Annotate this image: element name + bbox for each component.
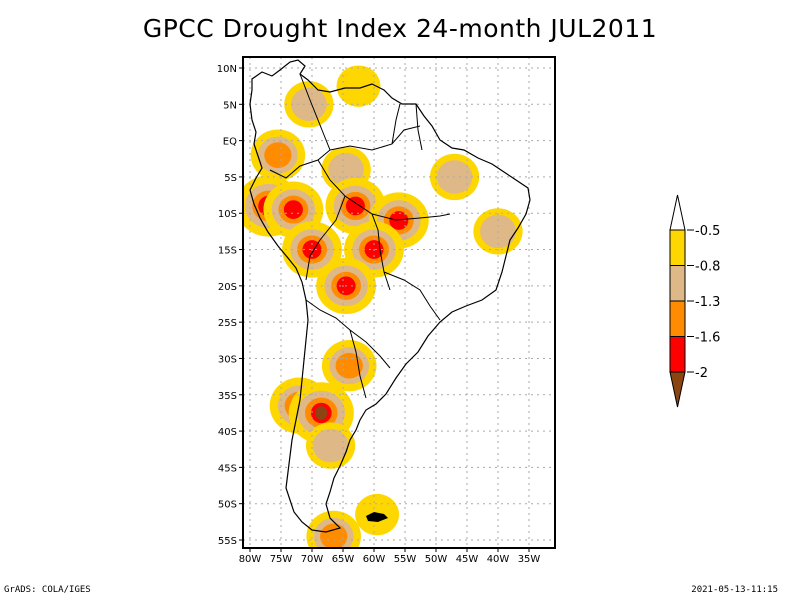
y-tick-label: 10N — [217, 64, 237, 75]
y-tick-label: 15S — [218, 246, 237, 257]
drought-region-colombia-north — [284, 81, 334, 128]
coastline — [249, 59, 531, 533]
y-tick-label: EQ — [223, 137, 237, 148]
chart-title: GPCC Drought Index 24-month JUL2011 — [142, 14, 658, 43]
x-axis: 80W 75W 70W 65W 60W 55W 50W 45W 40W 35W — [239, 548, 541, 565]
x-tick-label: 60W — [363, 554, 386, 565]
y-tick-label: 5N — [223, 100, 237, 111]
contour-level-5 — [315, 406, 328, 420]
colorbar-segment — [669, 229, 686, 266]
contour-level-2 — [290, 87, 327, 122]
plot-background — [243, 57, 555, 548]
contour-level-1 — [336, 65, 381, 107]
colorbar-segment — [669, 336, 686, 373]
y-tick-label: 45S — [218, 463, 237, 474]
y-tick-label: 35S — [218, 391, 237, 402]
drought-region-patagonia — [305, 422, 356, 469]
colorbar-label: -0.5 — [695, 224, 720, 239]
x-tick-label: 45W — [456, 554, 479, 565]
falklands-coastline — [366, 512, 388, 522]
x-tick-label: 40W — [487, 554, 510, 565]
x-tick-label: 80W — [239, 554, 262, 565]
border-line — [269, 73, 451, 399]
colorbar-label: -1.3 — [695, 295, 720, 310]
south-america-coastline — [249, 59, 531, 533]
x-tick-label: 65W — [332, 554, 355, 565]
contour-level-4 — [283, 200, 303, 219]
y-tick-label: 50S — [218, 500, 237, 511]
y-tick-label: 30S — [218, 354, 237, 365]
y-tick-label: 55S — [218, 536, 237, 547]
contour-level-2 — [312, 428, 349, 463]
colorbar-label: -2 — [695, 366, 708, 381]
drought-region-ecuador-colombia — [250, 129, 306, 181]
x-tick-label: 55W — [394, 554, 417, 565]
x-tick-label: 75W — [270, 554, 293, 565]
contour-level-3 — [335, 352, 363, 379]
y-tick-label: 20S — [218, 282, 237, 293]
y-tick-label: 10S — [218, 209, 237, 220]
grads-credit: GrADS: COLA/IGES — [4, 585, 91, 595]
colorbar-legend: -0.5 -0.8 -1.3 -1.6 -2 — [669, 194, 720, 408]
colorbar-top-arrow — [669, 194, 686, 231]
y-tick-label: 5S — [224, 173, 237, 184]
x-tick-label: 70W — [301, 554, 324, 565]
colorbar-label: -1.6 — [695, 331, 720, 346]
drought-region-venezuela-guyana — [336, 65, 381, 107]
colorbar-segment — [669, 265, 686, 302]
y-axis: 10N 5N EQ 5S 10S 15S 20S 25S 30S 35S 40S 45S 50S 55S — [217, 64, 243, 547]
drought-region-argentina-north — [321, 340, 377, 392]
gridlines — [243, 57, 555, 548]
contour-level-4 — [389, 211, 409, 230]
colorbar-bottom-arrow — [669, 371, 686, 408]
y-tick-label: 25S — [218, 318, 237, 329]
plot-frame — [242, 56, 556, 549]
country-borders — [269, 73, 451, 399]
plot-timestamp: 2021-05-13-11:15 — [691, 585, 778, 595]
x-tick-label: 50W — [425, 554, 448, 565]
x-tick-label: 35W — [518, 554, 541, 565]
y-tick-label: 40S — [218, 427, 237, 438]
contour-level-3 — [320, 523, 348, 548]
colorbar-label: -0.8 — [695, 260, 720, 275]
contour-level-4 — [345, 196, 365, 216]
contour-level-3 — [264, 142, 292, 168]
colorbar-segment — [669, 300, 686, 337]
